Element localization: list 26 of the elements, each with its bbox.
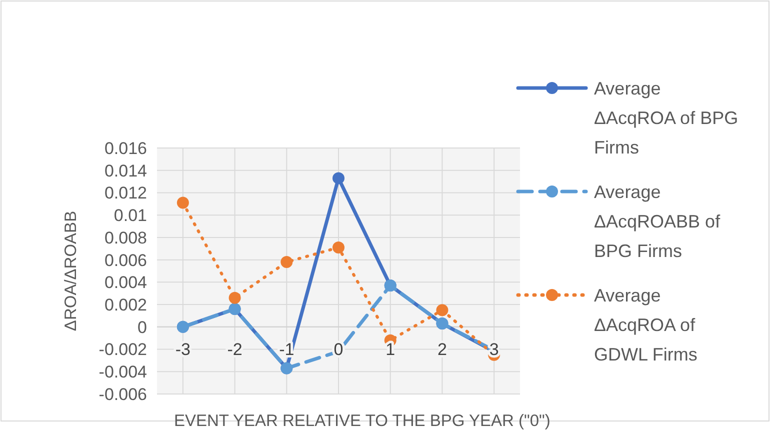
point bbox=[436, 304, 448, 316]
y-tick-label: 0.016 bbox=[104, 138, 147, 158]
y-tick-label: 0.01 bbox=[114, 206, 147, 226]
x-axis-title: EVENT YEAR RELATIVE TO THE BPG YEAR ("0") bbox=[174, 412, 550, 430]
point bbox=[280, 256, 293, 268]
y-tick-label: 0.012 bbox=[104, 184, 147, 203]
y-axis-title: ΔROA/ΔROABB bbox=[62, 210, 80, 332]
y-tick-label: 0.008 bbox=[104, 228, 147, 248]
point bbox=[332, 242, 344, 254]
legend-label: Average ΔAcqROA of BPG Firms bbox=[594, 78, 738, 158]
y-tick-label: 0.014 bbox=[104, 161, 147, 180]
y-tick-label: 0.004 bbox=[104, 273, 147, 292]
legend-label: Average ΔAcqROABB of BPG Firms bbox=[594, 182, 722, 261]
legend-label: Average ΔAcqROA of GDWL Firms bbox=[594, 285, 698, 364]
x-tick-label: -3 bbox=[175, 340, 190, 359]
x-tick-label: 2 bbox=[437, 340, 447, 359]
y-tick-label: 0 bbox=[138, 318, 147, 337]
y-tick-label: -0.006 bbox=[98, 384, 147, 404]
y-tick-label: 0.002 bbox=[104, 295, 147, 314]
y-tick-label: -0.002 bbox=[98, 340, 147, 360]
y-tick-label: 0.006 bbox=[104, 250, 147, 270]
x-tick-label: -2 bbox=[227, 340, 242, 359]
point bbox=[176, 196, 189, 209]
y-tick-label: -0.004 bbox=[98, 362, 147, 382]
point bbox=[228, 292, 241, 304]
point bbox=[332, 172, 344, 184]
